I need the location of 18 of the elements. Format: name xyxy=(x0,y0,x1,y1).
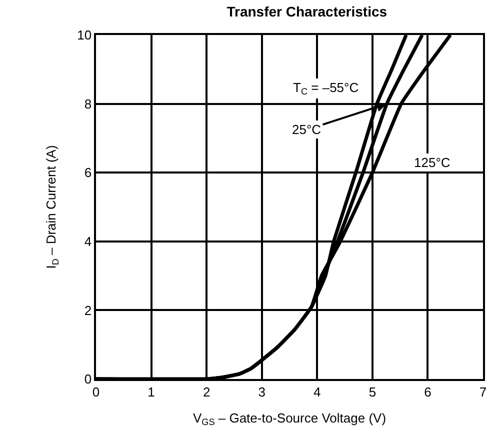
x-tick-label: 3 xyxy=(258,384,266,400)
annotation: 125°C xyxy=(414,155,450,170)
y-tick-label: 2 xyxy=(84,302,92,318)
x-tick-label: 2 xyxy=(202,384,210,400)
annotation: T$_{C}$ = –55°C xyxy=(293,80,359,97)
annotation: 25°C xyxy=(292,122,322,137)
chart-title: Transfer Characteristics xyxy=(226,3,388,20)
y-tick-label: 10 xyxy=(77,28,92,43)
x-tick-label: 6 xyxy=(424,384,432,400)
x-tick-label: 1 xyxy=(148,384,155,400)
x-tick-label: 4 xyxy=(314,384,321,400)
x-tick-label: 5 xyxy=(368,384,376,400)
y-tick-label: 4 xyxy=(84,234,92,249)
y-tick-label: 0 xyxy=(84,372,92,387)
x-axis-title: V$_{GS}$ – Gate-to-Source Voltage (V) xyxy=(192,410,386,428)
x-tick-label: 7 xyxy=(479,384,487,400)
y-tick-label: 6 xyxy=(84,165,92,180)
y-tick-label: 8 xyxy=(84,96,92,112)
